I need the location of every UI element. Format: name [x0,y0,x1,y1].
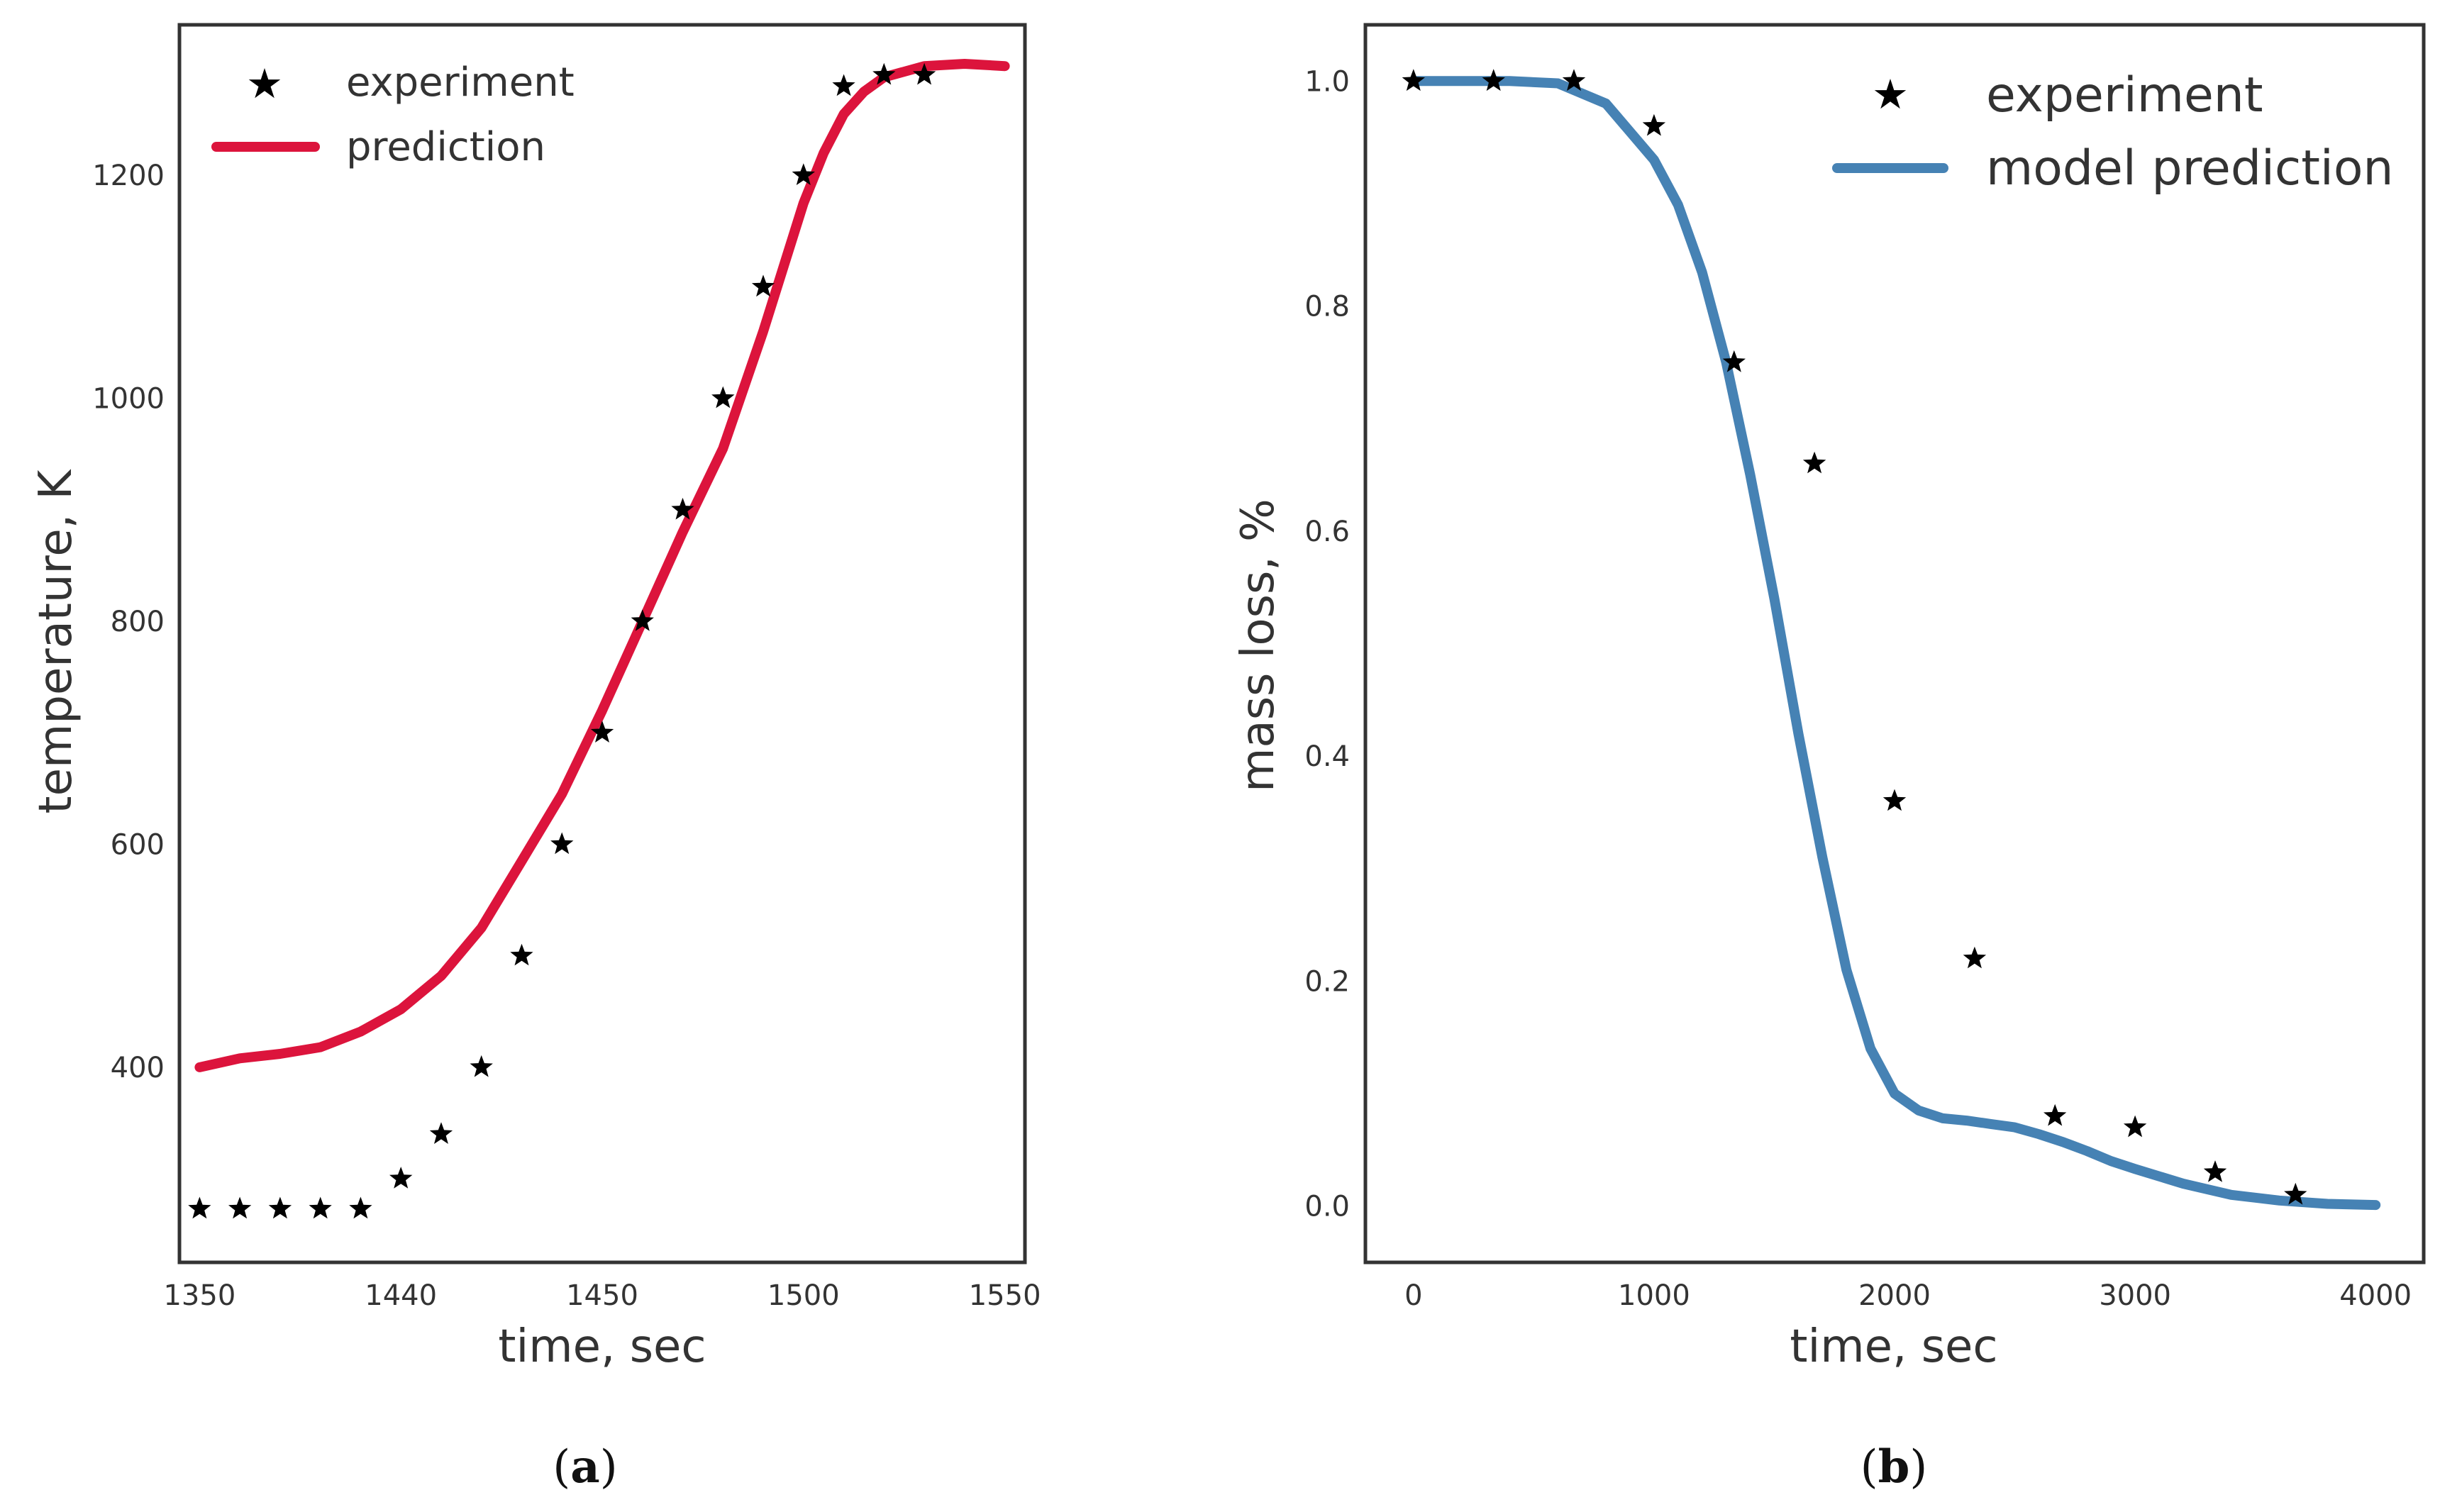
experiment-point [268,1196,292,1219]
panel-a-x-tick-label: 1550 [969,1279,1041,1312]
panel-a-frame [177,23,1027,1264]
panel-b-y-axis-label: mass loss, % [1232,499,1285,792]
panel-b-legend: ★ experiment model prediction [1832,67,2394,196]
panel-b-x-tick-label: 2000 [1858,1279,1931,1312]
legend-experiment-marker: ★ [246,60,283,108]
experiment-point [2203,1160,2227,1182]
panel-b-y-tick-label: 0.8 [1304,291,1350,323]
panel-b-y-tick-label: 0.6 [1304,516,1350,548]
experiment-point [872,62,896,85]
panel-b-x-tick-label: 0 [1404,1279,1422,1312]
caption-b: (b) [1860,1440,1928,1494]
experiment-point [188,1196,211,1219]
experiment-point [912,62,936,85]
panel-b-x-tick-label: 3000 [2099,1279,2171,1312]
prediction-line [194,59,1010,1072]
panel-a-x-tick-label: 1500 [767,1279,840,1312]
panel-b-y-tick-label: 0.2 [1304,965,1350,998]
panel-b-x-tick-label: 1000 [1618,1279,1690,1312]
panel-a-x-axis-label: time, sec [498,1321,706,1373]
panel-a-x-tick-label: 1450 [566,1279,638,1312]
caption-a: (a) [553,1440,617,1494]
legend-experiment-label: experiment [346,60,575,106]
experiment-point [751,274,775,297]
panel-a-y-tick-label: 800 [111,606,165,638]
panel-a-y-tick-label: 1000 [92,383,165,416]
panel-b-x-tick-label: 4000 [2339,1279,2412,1312]
panel-b-mass-loss: 0.0 0.2 0.4 0.6 0.8 1.0 0 1000 2000 3000 4000 tim… [1232,23,2426,1373]
experiment-point [1963,946,1987,969]
experiment-point [228,1196,252,1219]
experiment-point [309,1196,332,1219]
experiment-point [1642,113,1666,136]
legend-experiment-label: experiment [1986,67,2263,123]
experiment-point [2284,1182,2307,1205]
panel-a-y-tick-label: 600 [111,828,165,861]
caption-a-letter: a [570,1440,599,1494]
experiment-point [711,386,735,408]
panel-b-y-tick-label: 0.4 [1304,740,1350,773]
legend-prediction-label: prediction [346,124,545,170]
experiment-point [2123,1115,2147,1138]
experiment-point [590,721,614,743]
panel-a-temperature: 400 600 800 1000 1200 1350 1440 1450 1500 1550 t… [30,23,1041,1373]
experiment-point [2044,1104,2067,1126]
experiment-point [429,1122,453,1144]
panel-b-y-tick-label: 1.0 [1304,65,1350,98]
experiment-point [1802,451,1826,474]
caption-b-letter: b [1878,1440,1910,1494]
panel-a-y-tick-label: 400 [111,1052,165,1084]
experiment-point [349,1196,372,1219]
legend-experiment-marker: ★ [1872,70,1909,118]
panel-b-x-axis-label: time, sec [1790,1321,1997,1373]
experiment-point [1402,69,1425,91]
experiment-point [671,497,694,520]
panel-b-frame [1363,23,2426,1264]
experiment-point [389,1167,413,1189]
experiment-point [550,832,574,855]
experiment-point [832,74,855,96]
panel-b-y-tick-label: 0.0 [1304,1191,1350,1223]
panel-a-y-axis-label: temperature, K [30,469,82,814]
experiment-point [631,609,654,631]
panel-a-x-tick-label: 1350 [163,1279,235,1312]
model-prediction-line [1408,76,2381,1211]
panel-a-legend: ★ experiment prediction [211,60,575,170]
experiment-point [1482,69,1505,91]
experiment-point [470,1055,493,1077]
experiment-point [792,163,815,185]
legend-model-prediction-label: model prediction [1986,140,2394,196]
experiment-point [1882,789,1907,811]
panel-a-x-tick-label: 1440 [365,1279,437,1312]
experiment-point [1722,350,1746,372]
experiment-point [1562,69,1586,91]
panel-a-y-tick-label: 1200 [92,160,165,192]
experiment-point [510,943,533,966]
